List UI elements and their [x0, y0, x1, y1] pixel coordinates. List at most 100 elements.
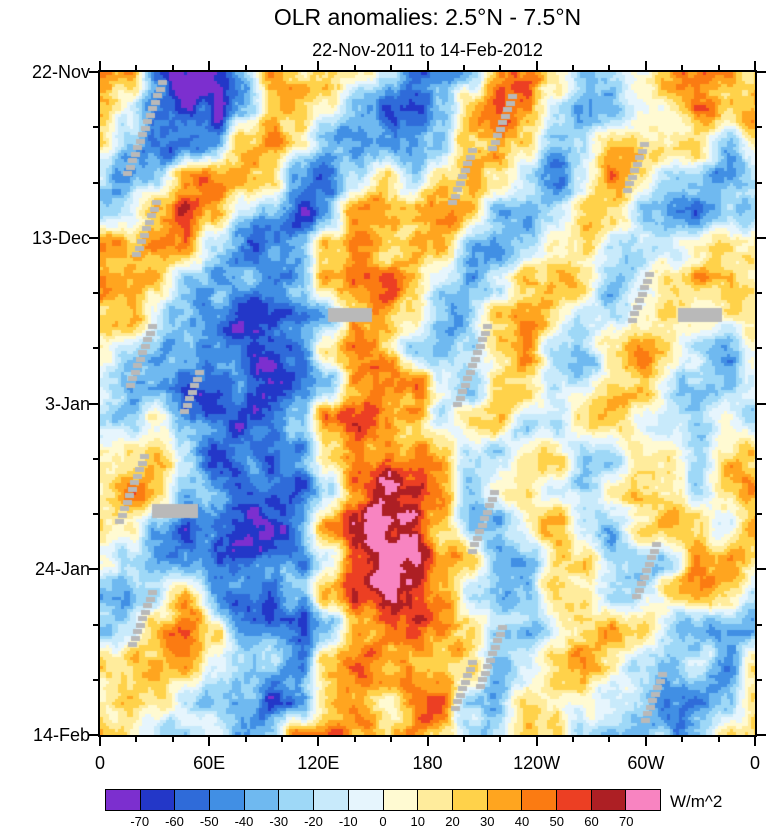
colorbar-tick-label: 60	[584, 814, 599, 829]
axis-tick	[717, 737, 720, 742]
colorbar-tick-label: -40	[234, 814, 254, 829]
axis-tick	[462, 737, 465, 742]
axis-tick	[89, 71, 98, 73]
colorbar-tick-label: 20	[445, 814, 460, 829]
colorbar-units-label: W/m^2	[670, 792, 723, 811]
axis-tick	[171, 65, 174, 70]
colorbar-segment	[556, 790, 592, 810]
colorbar-segment	[522, 790, 557, 810]
axis-tick	[208, 61, 211, 70]
axis-tick	[135, 737, 138, 742]
chart-subtitle: 22-Nov-2011 to 14-Feb-2012	[312, 40, 543, 60]
colorbar-tick-label: 50	[549, 814, 564, 829]
axis-tick	[499, 65, 502, 70]
colorbar-tick-label: -60	[165, 814, 184, 829]
colorbar-segment	[348, 790, 384, 810]
axis-tick	[89, 734, 98, 736]
axis-tick	[135, 65, 138, 70]
axis-tick	[644, 737, 647, 746]
axis-tick	[426, 737, 429, 746]
axis-tick	[93, 678, 98, 681]
axis-tick	[754, 737, 756, 746]
colorbar-segment	[210, 790, 245, 810]
colorbar-segment	[626, 790, 660, 810]
axis-tick	[317, 61, 320, 70]
axis-tick	[89, 236, 98, 239]
colorbar	[105, 789, 661, 811]
axis-tick	[535, 737, 538, 746]
axis-tick	[757, 457, 762, 460]
axis-tick	[757, 236, 766, 239]
axis-tick	[757, 71, 766, 73]
axis-tick	[89, 568, 98, 571]
x-tick-label: 120E	[297, 753, 340, 773]
y-tick-label: 14-Feb	[32, 725, 90, 745]
colorbar-segment	[418, 790, 453, 810]
axis-tick	[757, 347, 762, 350]
axis-tick	[572, 65, 575, 70]
colorbar-tick-label: -70	[130, 814, 150, 829]
axis-tick	[390, 737, 393, 742]
axis-tick	[390, 65, 393, 70]
axis-tick	[608, 65, 611, 70]
colorbar-segment	[279, 790, 315, 810]
axis-tick	[499, 737, 502, 742]
colorbar-tick-label: -50	[199, 814, 219, 829]
x-tick-label: 120W	[513, 753, 561, 773]
axis-tick	[757, 568, 766, 571]
axis-tick	[99, 737, 101, 746]
axis-tick	[717, 65, 720, 70]
axis-tick	[93, 292, 98, 294]
axis-tick	[757, 513, 762, 515]
colorbar-segment	[487, 790, 523, 810]
axis-tick	[757, 623, 762, 626]
colorbar-tick-label: -20	[304, 814, 323, 829]
chart-title: OLR anomalies: 2.5°N - 7.5°N	[273, 4, 582, 30]
y-tick-label: 22-Nov	[31, 62, 90, 82]
axis-tick	[681, 737, 684, 742]
colorbar-segment	[452, 790, 488, 810]
axis-tick	[93, 347, 98, 350]
colorbar-segment	[140, 790, 176, 810]
axis-tick	[93, 457, 98, 460]
colorbar-tick-label: 0	[379, 814, 387, 829]
axis-tick	[757, 402, 766, 405]
axis-tick	[208, 737, 211, 746]
axis-tick	[353, 737, 356, 742]
axis-tick	[757, 678, 762, 681]
colorbar-tick-label: 30	[480, 814, 495, 829]
axis-tick	[280, 65, 283, 70]
y-tick-label: 13-Dec	[31, 227, 90, 248]
axis-tick	[608, 737, 611, 742]
y-tick-label: 3-Jan	[44, 393, 90, 414]
x-tick-label: 0	[94, 753, 106, 773]
x-tick-label: 60W	[627, 753, 665, 773]
axis-tick	[757, 734, 766, 736]
axis-tick	[757, 181, 762, 184]
plot-frame	[98, 70, 757, 737]
axis-tick	[244, 65, 247, 70]
x-tick-label: 60E	[193, 753, 226, 773]
colorbar-tick-label: 40	[514, 814, 530, 829]
axis-tick	[244, 737, 247, 742]
axis-tick	[93, 181, 98, 184]
x-tick-label: 180	[412, 753, 443, 773]
colorbar-tick-label: 10	[410, 814, 425, 829]
axis-tick	[353, 65, 356, 70]
axis-tick	[89, 402, 98, 405]
colorbar-segment	[175, 790, 211, 810]
y-tick-label: 24-Jan	[34, 559, 90, 580]
axis-tick	[681, 65, 684, 70]
axis-tick	[644, 61, 647, 70]
axis-tick	[93, 513, 98, 515]
colorbar-tick-label: -30	[269, 814, 289, 829]
axis-tick	[93, 126, 98, 129]
x-tick-label: 0	[749, 753, 761, 773]
colorbar-tick-label: 70	[619, 814, 634, 829]
axis-tick	[317, 737, 320, 746]
axis-tick	[757, 292, 762, 294]
colorbar-segment	[314, 790, 349, 810]
hovmoller-canvas	[100, 72, 755, 735]
colorbar-segment	[106, 790, 141, 810]
